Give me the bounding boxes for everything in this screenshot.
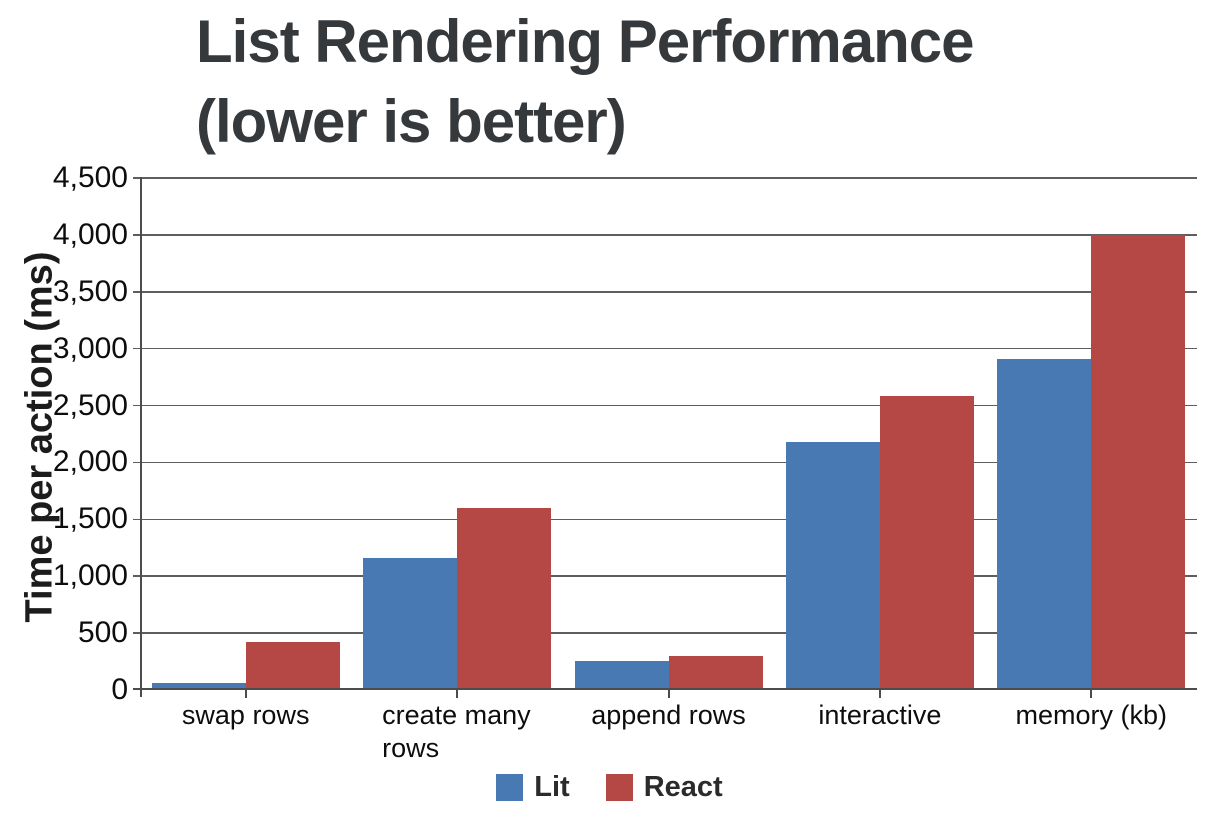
bar-react-create-many-rows bbox=[457, 507, 552, 688]
x-axis-tick bbox=[878, 690, 881, 698]
gridline-3500 bbox=[133, 291, 1197, 293]
y-tick-label: 500 bbox=[77, 616, 128, 650]
legend-swatch-react bbox=[605, 774, 633, 801]
bar-lit-interactive bbox=[785, 442, 880, 688]
gridline-2000 bbox=[133, 461, 1197, 464]
x-axis-tick bbox=[1090, 690, 1093, 698]
gridline-1000 bbox=[133, 575, 1197, 577]
x-axis-label-create-many-rows: create many rows bbox=[382, 700, 531, 763]
plot-area bbox=[133, 177, 1197, 698]
gridline-4500 bbox=[133, 177, 1197, 179]
y-axis-line bbox=[140, 177, 142, 697]
y-tick-label: 3,000 bbox=[52, 331, 128, 365]
y-tick-label: 2,000 bbox=[52, 445, 128, 479]
bar-lit-memory-kb bbox=[997, 359, 1092, 688]
x-axis-label-append-rows: append rows bbox=[591, 700, 746, 730]
bar-react-swap-rows bbox=[245, 641, 340, 688]
gridline-2500 bbox=[133, 404, 1197, 407]
bar-react-interactive bbox=[879, 396, 974, 688]
chart-title-line2: (lower is better) bbox=[196, 88, 627, 155]
y-tick-label: 3,500 bbox=[52, 274, 128, 308]
legend: Lit React bbox=[0, 771, 1219, 804]
x-axis-tick bbox=[244, 690, 247, 698]
y-tick-label: 1,000 bbox=[52, 559, 128, 593]
x-axis-label-swap-rows: swap rows bbox=[181, 700, 310, 730]
y-tick-label: 1,500 bbox=[52, 502, 128, 536]
x-axis-tick bbox=[667, 690, 670, 698]
legend-swatch-lit bbox=[496, 774, 524, 801]
legend-item-react: React bbox=[605, 771, 723, 804]
y-tick-label: 0 bbox=[111, 673, 128, 706]
chart-title: List Rendering Performance (lower is bet… bbox=[196, 2, 975, 162]
bar-react-memory-kb bbox=[1091, 234, 1186, 688]
y-tick-label: 2,500 bbox=[52, 388, 128, 422]
bar-react-append-rows bbox=[668, 656, 763, 688]
bar-lit-swap-rows bbox=[151, 683, 246, 688]
gridline-4000 bbox=[133, 234, 1197, 236]
legend-item-lit: Lit bbox=[496, 771, 570, 804]
y-tick-label: 4,000 bbox=[52, 217, 128, 251]
x-axis-tick bbox=[456, 690, 459, 698]
legend-label-react: React bbox=[643, 771, 723, 803]
bar-lit-append-rows bbox=[574, 660, 669, 688]
x-axis-label-interactive: interactive bbox=[818, 700, 942, 730]
x-axis-label-memory-kb: memory (kb) bbox=[1015, 700, 1168, 730]
legend-label-lit: Lit bbox=[534, 771, 570, 803]
gridline-3000 bbox=[133, 347, 1197, 350]
bar-lit-create-many-rows bbox=[363, 557, 458, 688]
y-tick-label: 4,500 bbox=[52, 161, 128, 194]
x-axis-line bbox=[133, 688, 1197, 690]
gridline-500 bbox=[133, 632, 1197, 634]
gridline-1500 bbox=[133, 518, 1197, 521]
chart-title-line1: List Rendering Performance bbox=[196, 8, 975, 75]
